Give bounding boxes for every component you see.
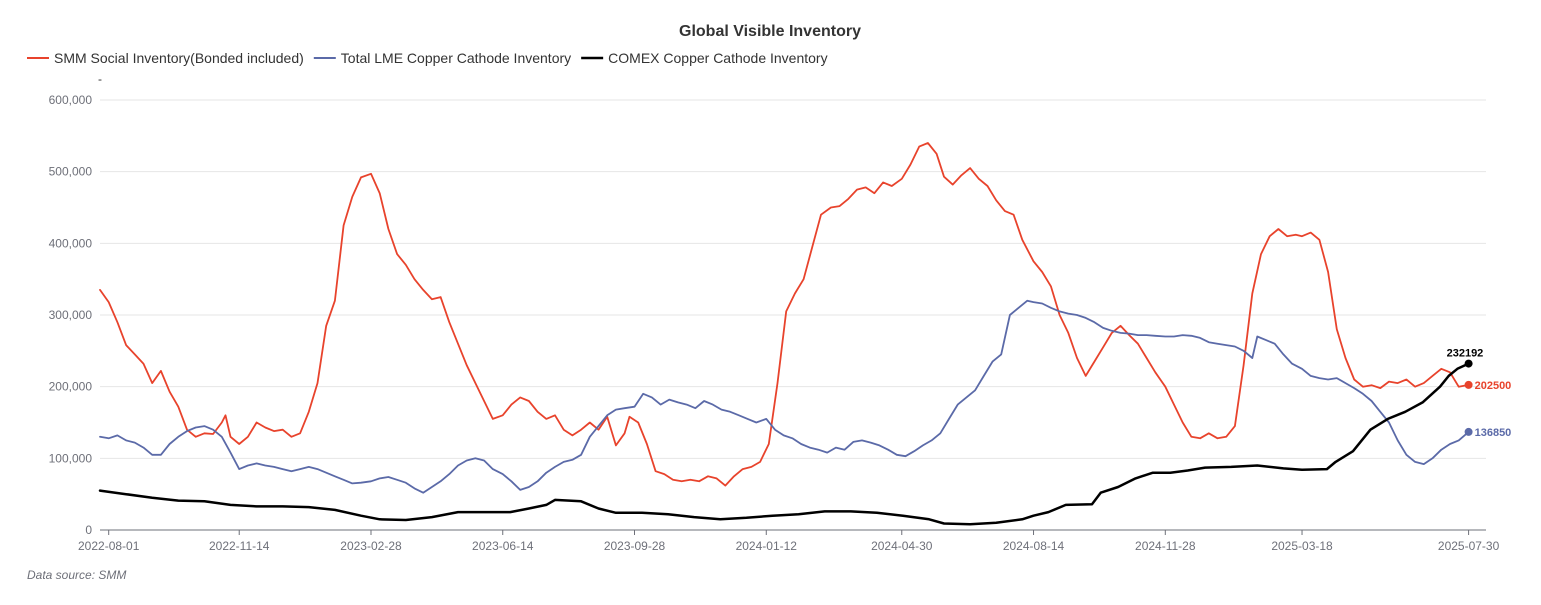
y-tick-label: 600,000 bbox=[49, 93, 93, 107]
x-tick-label: 2023-06-14 bbox=[472, 539, 534, 553]
grid bbox=[100, 99, 1486, 459]
end-point-1 bbox=[1464, 380, 1473, 389]
y-tick-label: 100,000 bbox=[49, 451, 93, 465]
series-line-3 bbox=[98, 362, 1470, 526]
x-tick-label: 2022-11-14 bbox=[209, 539, 270, 553]
x-tick-label: 2024-01-12 bbox=[736, 539, 798, 553]
x-tick-label: 2024-11-28 bbox=[1135, 539, 1196, 553]
x-tick-label: 2024-08-14 bbox=[1003, 539, 1065, 553]
x-tick-label: 2025-03-18 bbox=[1271, 539, 1333, 553]
data-source-note: Data source: SMM bbox=[27, 568, 127, 582]
end-point-3 bbox=[1464, 359, 1473, 368]
end-label-2: 136850 bbox=[1475, 427, 1512, 439]
end-point-2 bbox=[1464, 427, 1473, 436]
end-label-3: 232192 bbox=[1447, 348, 1484, 360]
y-unit-mark: - bbox=[98, 72, 102, 86]
legend[interactable]: SMM Social Inventory(Bonded included) Tot… bbox=[27, 50, 828, 66]
y-tick-label: 0 bbox=[85, 523, 92, 537]
x-tick-label: 2022-08-01 bbox=[78, 539, 140, 553]
legend-item-2[interactable]: Total LME Copper Cathode Inventory bbox=[313, 50, 571, 66]
end-label-1: 202500 bbox=[1475, 380, 1512, 392]
y-tick-label: 400,000 bbox=[49, 236, 93, 250]
legend-item-3[interactable]: COMEX Copper Cathode Inventory bbox=[581, 50, 828, 66]
x-tick-label: 2025-07-30 bbox=[1438, 539, 1500, 553]
x-tick-label: 2023-09-28 bbox=[604, 539, 666, 553]
y-tick-label: 500,000 bbox=[49, 165, 93, 179]
legend-label: SMM Social Inventory(Bonded included) bbox=[54, 50, 304, 66]
legend-label: COMEX Copper Cathode Inventory bbox=[608, 50, 827, 66]
chart-title: Global Visible Inventory bbox=[679, 23, 861, 40]
end-markers: 202500 136850 232192 bbox=[1447, 348, 1512, 439]
x-axis: 2022-08-01 2022-11-14 2023-02-28 2023-06-14… bbox=[78, 529, 1500, 553]
series-lines bbox=[98, 142, 1470, 526]
x-tick-label: 2023-02-28 bbox=[340, 539, 402, 553]
legend-label: Total LME Copper Cathode Inventory bbox=[341, 50, 571, 66]
x-tick-label: 2024-04-30 bbox=[871, 539, 933, 553]
series-line-1 bbox=[99, 142, 1470, 487]
y-axis: 0 100,000 200,000 300,000 400,000 500,000 600,… bbox=[49, 93, 93, 537]
y-tick-label: 300,000 bbox=[49, 308, 93, 322]
y-tick-label: 200,000 bbox=[49, 380, 93, 394]
series-line-2 bbox=[99, 299, 1470, 494]
legend-item-1[interactable]: SMM Social Inventory(Bonded included) bbox=[27, 50, 304, 66]
